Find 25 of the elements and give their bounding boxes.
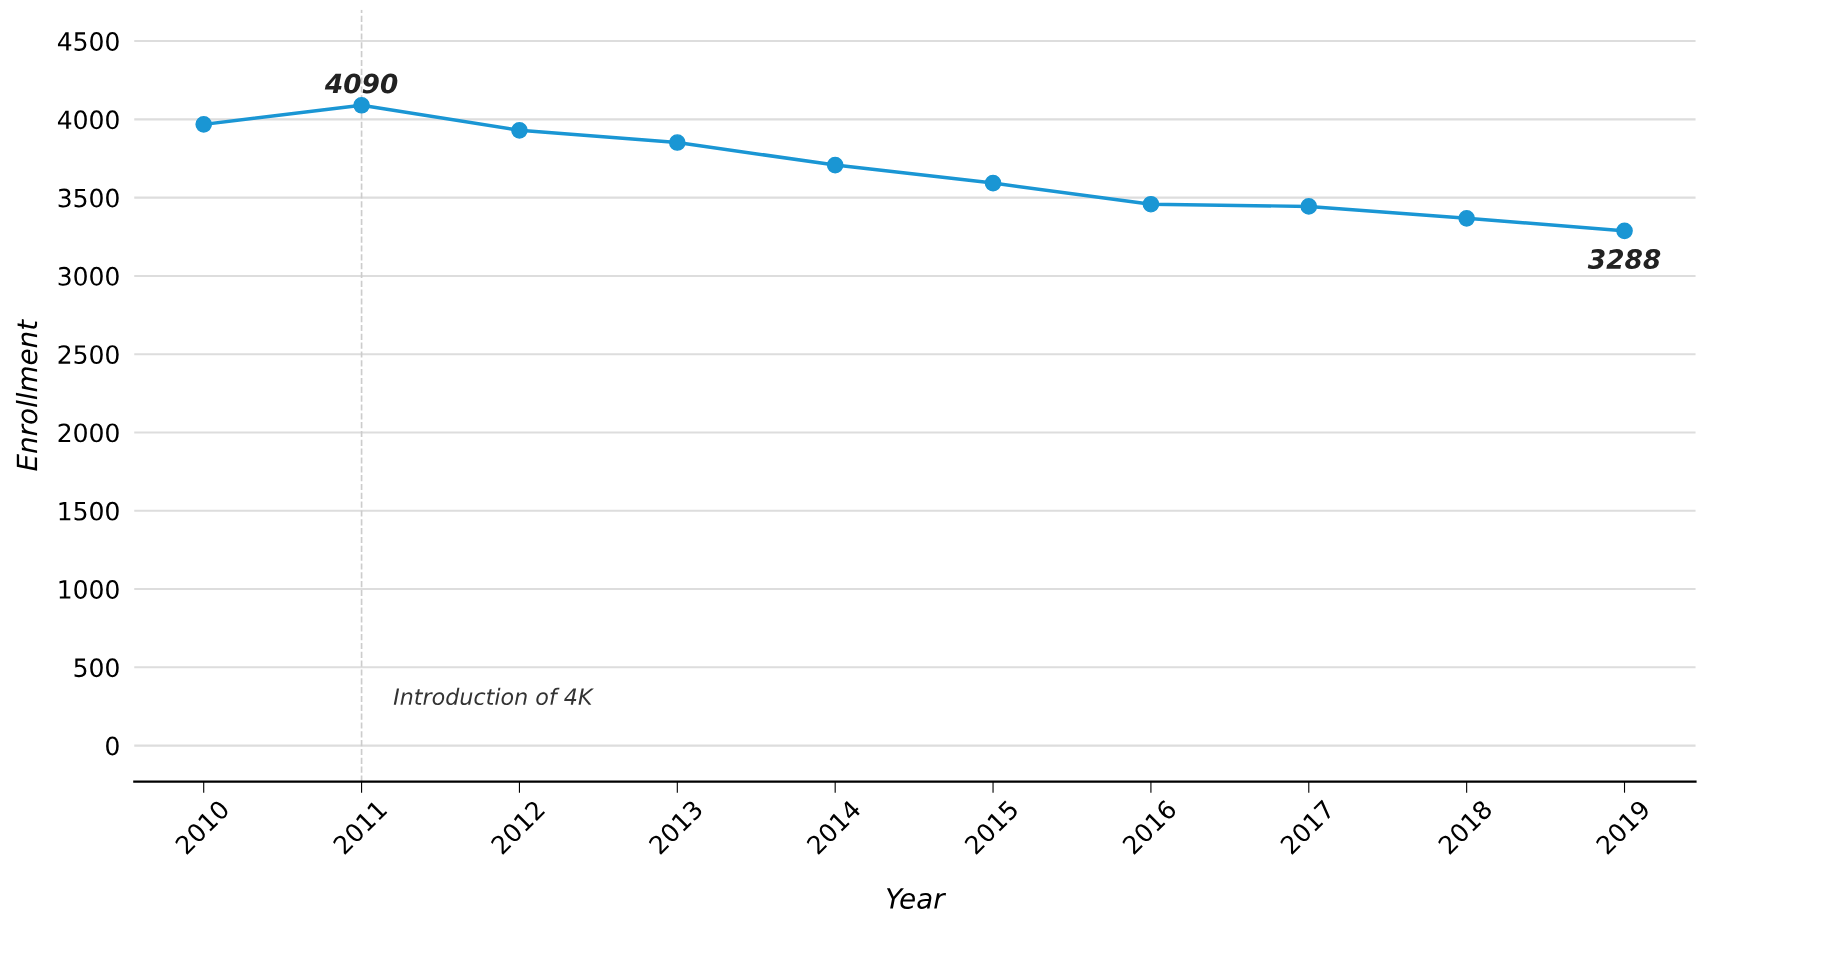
- y-tick-label: 2000: [58, 423, 119, 443]
- y-tick-label: 3500: [58, 188, 119, 208]
- point: [1616, 222, 1633, 240]
- y-tick-label: 3000: [58, 266, 119, 286]
- annotation: 3288: [1587, 249, 1661, 270]
- point: [1300, 198, 1318, 215]
- y-tick-label: 4500: [57, 32, 119, 51]
- point: [984, 174, 1002, 192]
- point: [668, 134, 686, 151]
- point: [511, 121, 528, 139]
- point: [1458, 209, 1475, 227]
- y-tick-label: 1000: [59, 579, 119, 599]
- point: [353, 96, 370, 114]
- ref-line-label: Introduction of 4K: [393, 687, 594, 706]
- point: [195, 116, 213, 133]
- y-axis-title: Enrollment: [15, 319, 38, 471]
- annotation: 4090: [324, 73, 398, 94]
- y-tick-label: 0: [106, 736, 119, 756]
- y-tick-label: 2500: [58, 345, 119, 365]
- x-axis-title: Year: [886, 888, 947, 909]
- point: [826, 156, 844, 174]
- y-tick-label: 500: [74, 658, 119, 678]
- y-tick-label: 1500: [59, 501, 119, 521]
- y-tick-label: 4000: [57, 110, 119, 130]
- point: [1142, 195, 1160, 213]
